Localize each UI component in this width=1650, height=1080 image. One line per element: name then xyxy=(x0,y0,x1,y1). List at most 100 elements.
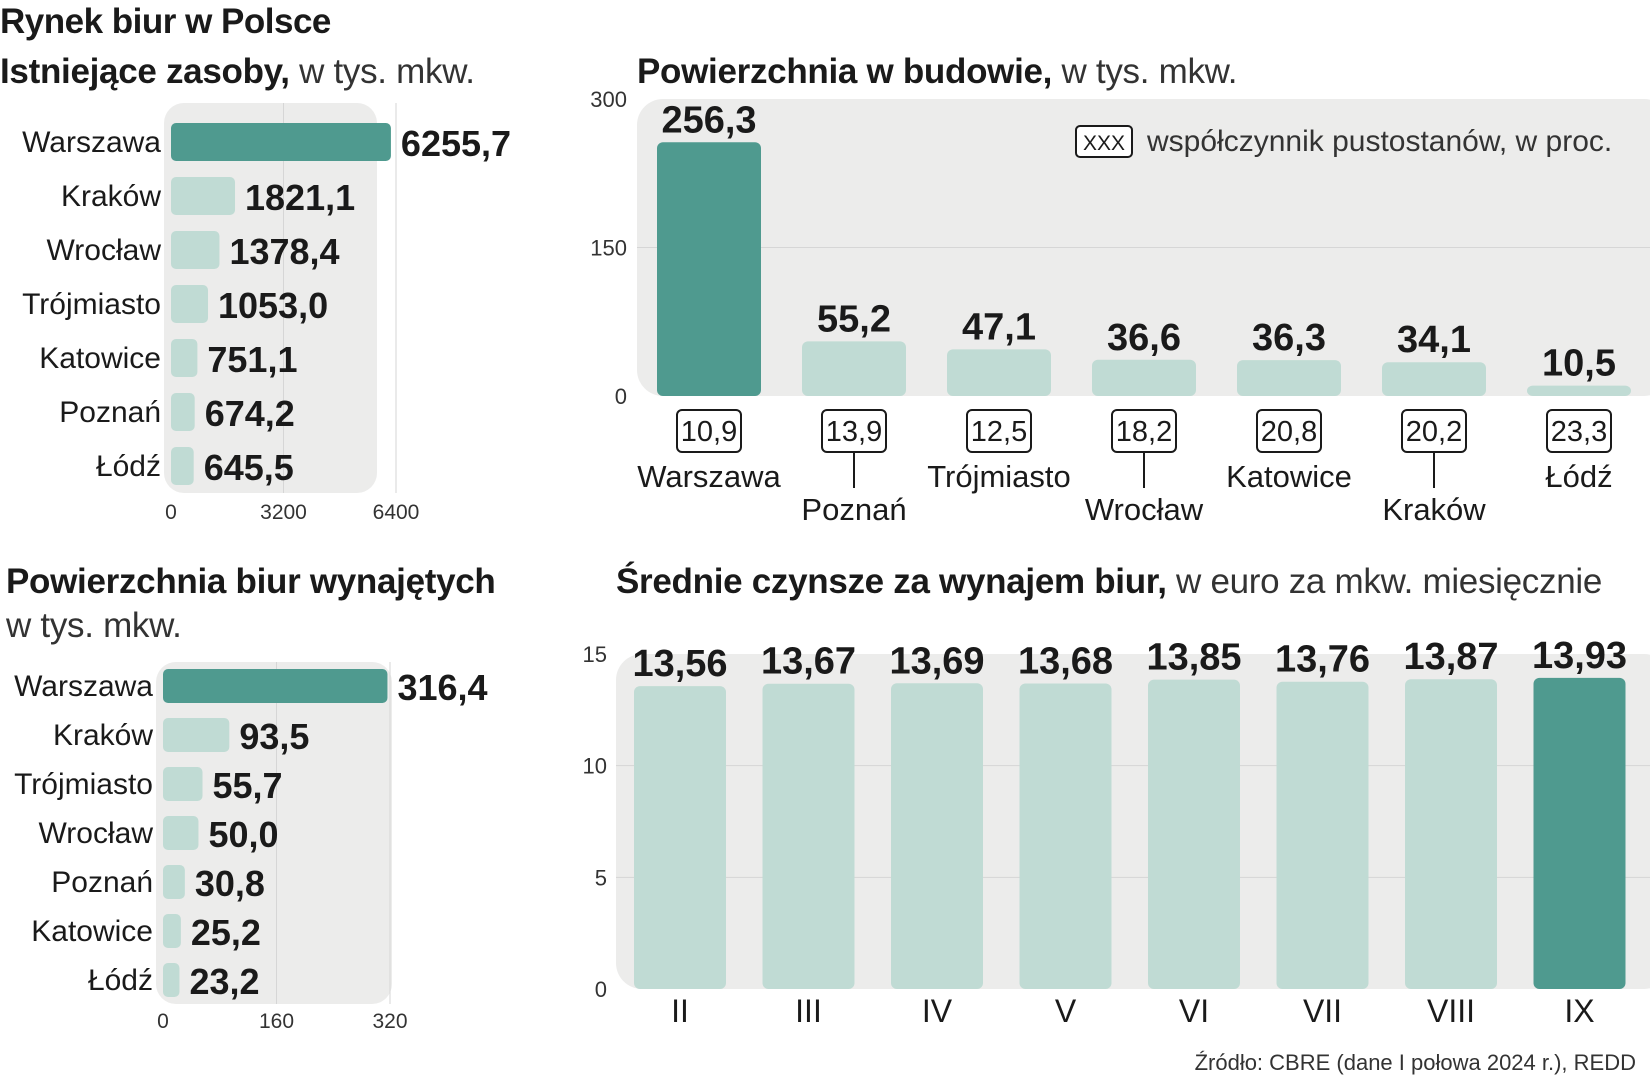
leased-value-label: 25,2 xyxy=(191,912,261,953)
rents-bar xyxy=(762,683,855,989)
construction-category-label: Trójmiasto xyxy=(927,459,1071,494)
rents-title-bold: Średnie czynsze za wynajem biur, xyxy=(616,562,1167,601)
construction-category-label: Wrocław xyxy=(1085,492,1204,527)
stock-category-label: Poznań xyxy=(59,396,161,429)
construction-vacancy-value: 20,8 xyxy=(1261,416,1317,448)
stock-bar xyxy=(171,339,198,377)
construction-tick-label: 300 xyxy=(590,87,627,112)
stock-tick-label: 3200 xyxy=(260,501,307,524)
rents-title-unit: w euro za mkw. miesięcznie xyxy=(1166,562,1603,601)
rents-chart-title: Średnie czynsze za wynajem biur, w euro … xyxy=(616,562,1602,602)
stock-category-label: Warszawa xyxy=(22,126,161,159)
stock-tick-label: 6400 xyxy=(373,501,420,524)
leased-tick-label: 320 xyxy=(372,1010,407,1033)
stock-bar xyxy=(171,393,195,431)
construction-bar xyxy=(947,349,1051,396)
rents-category-label: II xyxy=(671,993,689,1029)
rents-value-label: 13,67 xyxy=(761,641,856,683)
stock-category-label: Trójmiasto xyxy=(22,288,161,321)
construction-tick-label: 150 xyxy=(590,236,627,261)
leased-tick-label: 0 xyxy=(157,1010,169,1033)
rents-value-label: 13,93 xyxy=(1532,635,1627,677)
rents-value-label: 13,76 xyxy=(1275,639,1370,681)
stock-bar xyxy=(171,231,220,269)
stock-chart-title: Istniejące zasoby, w tys. mkw. xyxy=(0,52,475,92)
construction-tick-label: 0 xyxy=(615,384,627,409)
rents-bar xyxy=(634,686,726,989)
construction-chart-title: Powierzchnia w budowie, w tys. mkw. xyxy=(637,52,1237,92)
construction-vacancy-value: 13,9 xyxy=(826,416,882,448)
construction-bar xyxy=(1237,360,1341,396)
leased-category-label: Poznań xyxy=(51,866,153,899)
rents-category-label: VII xyxy=(1303,993,1342,1029)
stock-category-label: Kraków xyxy=(61,180,161,213)
rents-value-label: 13,68 xyxy=(1018,640,1113,682)
leased-chart-title: Powierzchnia biur wynajętych w tys. mkw. xyxy=(6,560,496,648)
stock-title-bold: Istniejące zasoby, xyxy=(0,52,290,91)
construction-legend-swatch xyxy=(1075,125,1133,158)
stock-value-label: 751,1 xyxy=(207,339,297,380)
construction-category-label: Łódź xyxy=(1545,459,1612,494)
construction-category-label: Katowice xyxy=(1226,459,1352,494)
leased-tick-label: 160 xyxy=(259,1010,294,1033)
stock-bar xyxy=(171,447,194,485)
leased-value-label: 50,0 xyxy=(208,814,278,855)
rents-category-label: IV xyxy=(922,993,953,1029)
construction-bar xyxy=(1092,359,1196,396)
construction-value-label: 36,3 xyxy=(1252,317,1326,359)
construction-vacancy-box xyxy=(966,409,1032,453)
rents-tick-label: 0 xyxy=(595,977,607,1002)
construction-vacancy-value: 23,3 xyxy=(1551,416,1607,448)
leased-value-label: 316,4 xyxy=(397,667,487,708)
construction-category-label: Kraków xyxy=(1382,492,1486,527)
construction-value-label: 34,1 xyxy=(1397,319,1471,361)
rents-category-label: VIII xyxy=(1427,993,1475,1029)
rents-bar xyxy=(1019,683,1112,989)
leased-bar xyxy=(163,914,181,948)
stock-bar xyxy=(171,177,236,215)
leased-category-label: Wrocław xyxy=(39,817,154,850)
leased-category-label: Katowice xyxy=(31,915,153,948)
construction-title-bold: Powierzchnia w budowie, xyxy=(637,52,1053,91)
rents-bar xyxy=(1148,679,1240,989)
construction-value-label: 55,2 xyxy=(817,298,891,340)
rents-category-label: VI xyxy=(1179,993,1209,1029)
leased-value-label: 55,7 xyxy=(213,765,283,806)
leased-category-label: Warszawa xyxy=(14,670,153,703)
construction-value-label: 47,1 xyxy=(962,306,1036,348)
construction-value-label: 10,5 xyxy=(1542,343,1616,385)
leased-value-label: 23,2 xyxy=(189,961,259,1002)
rents-plot-panel xyxy=(616,654,1650,989)
rents-tick-label: 15 xyxy=(583,642,607,667)
leased-bar xyxy=(163,718,230,752)
construction-legend-box-label: XXX xyxy=(1083,132,1125,155)
leased-bar xyxy=(163,865,185,899)
stock-value-label: 1821,1 xyxy=(245,177,355,218)
rents-bar xyxy=(1405,679,1497,989)
rents-category-label: V xyxy=(1055,993,1077,1029)
stock-value-label: 645,5 xyxy=(204,447,294,488)
construction-bar xyxy=(1527,385,1631,396)
construction-bar xyxy=(802,341,906,396)
rents-value-label: 13,56 xyxy=(632,643,727,685)
rents-category-label: III xyxy=(795,993,822,1029)
stock-bar xyxy=(171,285,209,323)
leased-bar xyxy=(163,816,199,850)
rents-value-label: 13,69 xyxy=(889,640,984,682)
construction-legend-text: współczynnik pustostanów, w proc. xyxy=(1146,125,1612,158)
construction-vacancy-box xyxy=(1546,409,1612,453)
construction-bar xyxy=(1382,362,1486,396)
rents-tick-label: 10 xyxy=(583,754,607,779)
construction-value-label: 36,6 xyxy=(1107,317,1181,359)
stock-value-label: 1378,4 xyxy=(229,231,339,272)
stock-value-label: 1053,0 xyxy=(218,285,328,326)
leased-value-label: 30,8 xyxy=(195,863,265,904)
construction-vacancy-value: 18,2 xyxy=(1116,416,1172,448)
stock-bar xyxy=(171,123,391,161)
construction-title-unit: w tys. mkw. xyxy=(1052,52,1238,91)
leased-category-label: Kraków xyxy=(53,719,153,752)
leased-category-label: Trójmiasto xyxy=(14,768,153,801)
leased-category-label: Łódź xyxy=(88,964,153,997)
rents-tick-label: 5 xyxy=(595,865,607,890)
